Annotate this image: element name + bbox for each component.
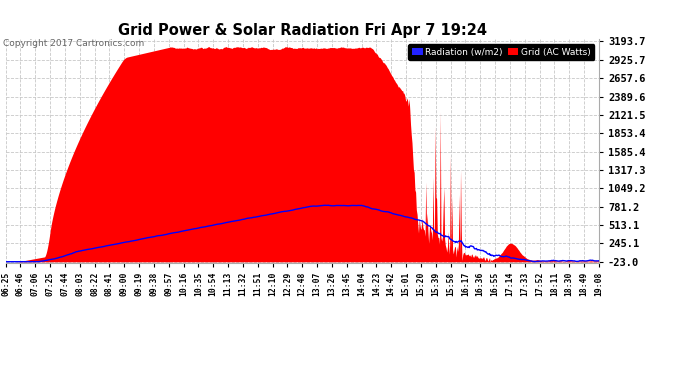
- Legend: Radiation (w/m2), Grid (AC Watts): Radiation (w/m2), Grid (AC Watts): [408, 44, 594, 60]
- Title: Grid Power & Solar Radiation Fri Apr 7 19:24: Grid Power & Solar Radiation Fri Apr 7 1…: [118, 23, 486, 38]
- Text: Copyright 2017 Cartronics.com: Copyright 2017 Cartronics.com: [3, 39, 145, 48]
